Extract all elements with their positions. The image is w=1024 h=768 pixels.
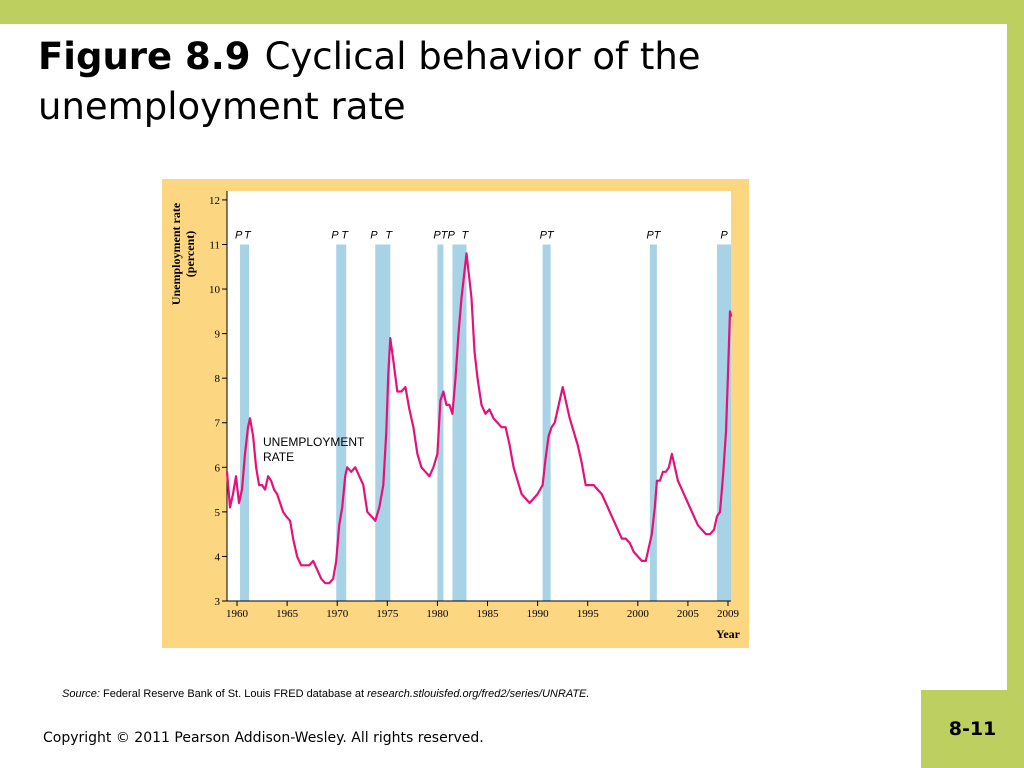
y-tick-label: 11 — [209, 239, 220, 251]
figure-panel: 3 4 5 6 7 8 9 10 11 12 1960 1965 1970 1975 1980 1985 199… — [162, 179, 749, 648]
plot-background — [227, 191, 731, 601]
source-note: Source: Federal Reserve Bank of St. Loui… — [62, 688, 589, 700]
recession-band — [716, 244, 731, 601]
slide-title: Figure 8.9 Cyclical behavior of the unemp… — [38, 32, 938, 132]
x-tick-label: 1980 — [426, 608, 449, 620]
peak-label: P — [235, 229, 243, 241]
series-annotation: RATE — [263, 450, 294, 464]
x-tick-label: 1960 — [226, 608, 249, 620]
y-axis-label: (percent) — [183, 231, 197, 277]
peak-label: PT — [433, 229, 448, 241]
recession-band — [452, 244, 467, 601]
peak-label: PT — [540, 229, 555, 241]
x-tick-label: 2009 — [717, 608, 740, 620]
y-tick-label: 5 — [215, 507, 221, 519]
x-tick-label: 1975 — [376, 608, 399, 620]
y-tick-label: 10 — [209, 284, 221, 296]
y-tick-label: 9 — [215, 329, 221, 341]
page-number-box: 8-11 — [921, 690, 1024, 768]
recession-band — [336, 244, 347, 601]
recession-band — [375, 244, 391, 601]
source-text: Federal Reserve Bank of St. Louis FRED d… — [99, 688, 368, 700]
trough-label: T — [341, 229, 349, 241]
top-accent-bar — [0, 0, 1024, 24]
chart-axes: 3 4 5 6 7 8 9 10 11 12 1960 1965 1970 1975 1980 1985 199… — [209, 191, 739, 620]
recession-band — [649, 244, 657, 601]
peak-label: P — [447, 229, 455, 241]
peak-label: P — [720, 229, 728, 241]
trough-label: T — [461, 229, 469, 241]
page-number: 8-11 — [948, 718, 997, 740]
source-label: Source: — [62, 688, 100, 700]
right-accent-bar — [1007, 0, 1024, 768]
trough-label: T — [244, 229, 252, 241]
recession-band — [437, 244, 444, 601]
copyright-text: Copyright © 2011 Pearson Addison-Wesley.… — [43, 730, 484, 746]
recession-band — [542, 244, 551, 601]
trough-label: T — [385, 229, 393, 241]
y-tick-label: 3 — [215, 596, 221, 608]
series-layer — [225, 252, 733, 585]
x-tick-label: 1990 — [527, 608, 550, 620]
peak-label: P — [331, 229, 339, 241]
peak-label: P — [370, 229, 378, 241]
x-tick-label: 1985 — [477, 608, 500, 620]
x-tick-label: 1995 — [577, 608, 600, 620]
peak-label: PT — [646, 229, 661, 241]
y-axis-label: Unemployment rate — [169, 202, 183, 305]
x-tick-label: 2000 — [627, 608, 650, 620]
x-tick-label: 1970 — [326, 608, 349, 620]
y-tick-label: 6 — [215, 462, 221, 474]
figure-number: Figure 8.9 — [38, 35, 251, 78]
x-tick-label: 1965 — [276, 608, 299, 620]
x-axis-label: Year — [716, 627, 741, 641]
unemployment-chart: 3 4 5 6 7 8 9 10 11 12 1960 1965 1970 1975 1980 1985 199… — [162, 179, 749, 648]
y-tick-label: 12 — [209, 195, 220, 207]
series-line — [225, 252, 733, 585]
y-tick-label: 7 — [215, 418, 221, 430]
y-tick-label: 8 — [215, 373, 221, 385]
series-annotation: UNEMPLOYMENT — [263, 435, 365, 449]
x-tick-label: 2005 — [677, 608, 700, 620]
y-tick-label: 4 — [215, 551, 221, 563]
figure-title-text: Cyclical behavior of the unemployment ra… — [38, 35, 701, 128]
source-url: research.stlouisfed.org/fred2/series/UNR… — [367, 688, 590, 700]
recession-band — [240, 244, 250, 601]
